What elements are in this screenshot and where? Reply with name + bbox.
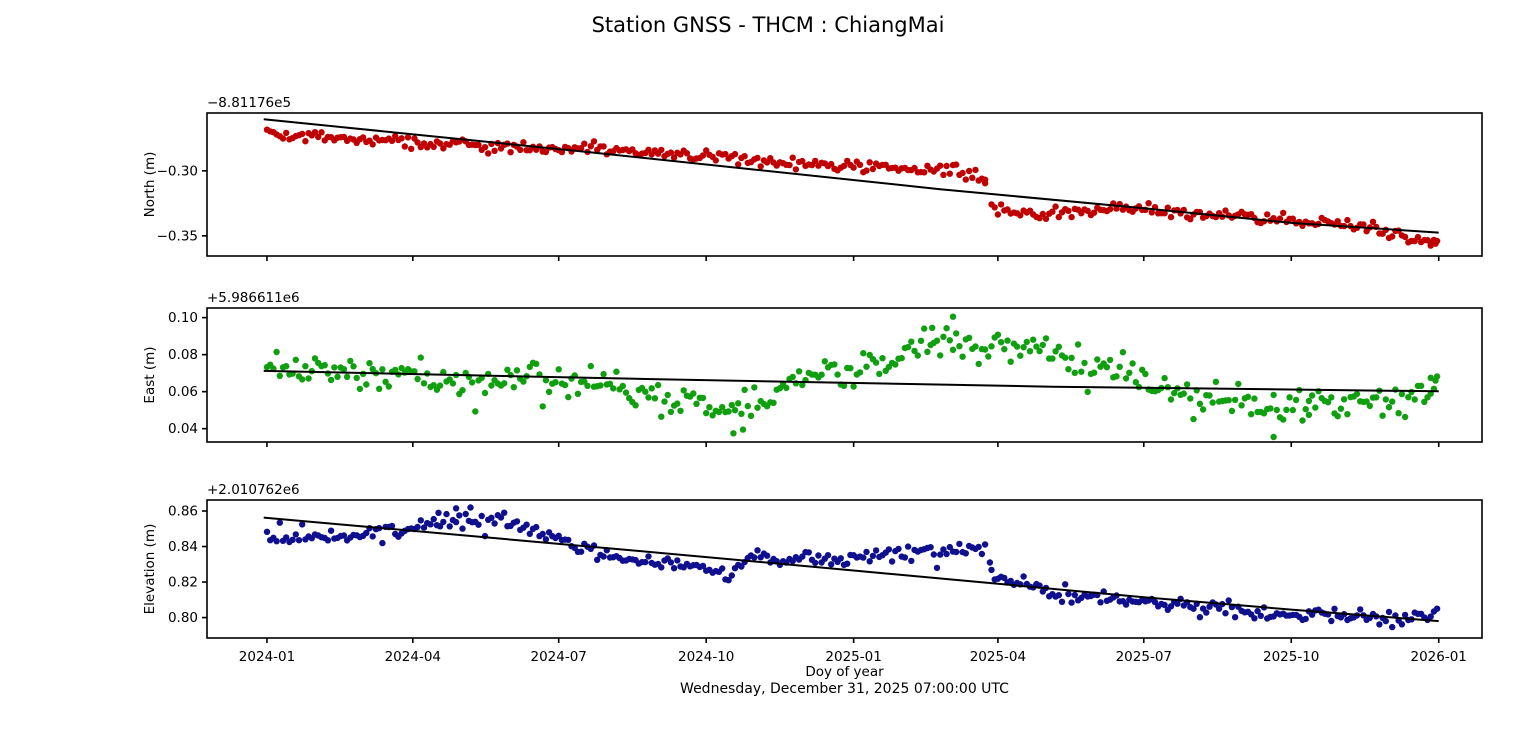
east-offset-label: +5.986611e6 bbox=[207, 290, 300, 306]
east-scatter-points bbox=[263, 313, 1441, 441]
xtick-label: 2025-10 bbox=[1263, 649, 1319, 665]
east-axes-frame bbox=[206, 307, 1483, 443]
xtick-label: 2024-04 bbox=[385, 649, 441, 665]
xtick-label: 2024-10 bbox=[678, 649, 734, 665]
elevation-scatter-points bbox=[263, 504, 1441, 631]
north-subplot: −0.30 −0.35 −8.81176e5 North (m) bbox=[142, 95, 1483, 261]
east-subplot: 0.10 0.08 0.06 0.04 +5.986611e6 East (m) bbox=[142, 290, 1483, 447]
north-axes-frame bbox=[206, 112, 1483, 257]
xtick-label: 2024-07 bbox=[530, 649, 586, 665]
xtick-label: 2025-07 bbox=[1116, 649, 1172, 665]
xtick-label: 2026-01 bbox=[1410, 649, 1466, 665]
x-tick-labels: 2024-01 2024-04 2024-07 2024-10 2025-01 2025-… bbox=[239, 649, 1467, 665]
elevation-subplot: 0.86 0.84 0.82 0.80 +2.010762e6 Elevation (m) bbox=[142, 482, 1483, 643]
north-trend-line bbox=[263, 118, 1439, 234]
xtick-label: 2024-01 bbox=[239, 649, 295, 665]
elevation-axis-label: Elevation (m) bbox=[142, 524, 158, 615]
east-ytick-label: 0.06 bbox=[168, 384, 198, 400]
north-ytick-label: −0.35 bbox=[157, 228, 198, 244]
east-ytick-label: 0.04 bbox=[168, 421, 198, 437]
chart-title: Station GNSS - THCM : ChiangMai bbox=[591, 13, 945, 37]
east-trend-line bbox=[263, 369, 1439, 393]
north-ytick-label: −0.30 bbox=[157, 163, 198, 179]
x-axis-label: Doy of year bbox=[805, 664, 884, 680]
east-axis-label: East (m) bbox=[142, 346, 158, 403]
north-offset-label: −8.81176e5 bbox=[207, 95, 291, 111]
elevation-axes-frame bbox=[206, 499, 1483, 639]
elevation-trend-line bbox=[263, 516, 1439, 623]
elevation-ytick-label: 0.80 bbox=[168, 610, 198, 626]
timestamp-caption: Wednesday, December 31, 2025 07:00:00 UT… bbox=[680, 681, 1009, 697]
north-scatter-points bbox=[263, 126, 1441, 249]
elevation-ytick-label: 0.84 bbox=[168, 539, 198, 555]
east-ytick-label: 0.10 bbox=[168, 310, 198, 326]
elevation-ytick-label: 0.82 bbox=[168, 575, 198, 591]
elevation-ytick-label: 0.86 bbox=[168, 504, 198, 520]
north-axis-label: North (m) bbox=[142, 152, 158, 218]
xtick-label: 2025-01 bbox=[825, 649, 881, 665]
east-ytick-label: 0.08 bbox=[168, 347, 198, 363]
xtick-label: 2025-04 bbox=[970, 649, 1026, 665]
elevation-offset-label: +2.010762e6 bbox=[207, 482, 300, 498]
